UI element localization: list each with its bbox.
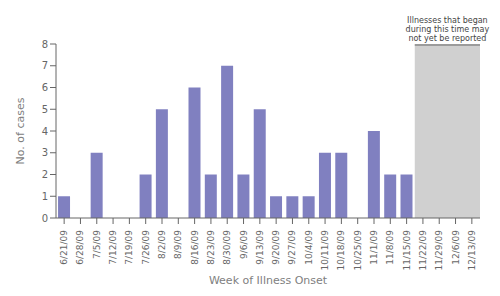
svg-text:6: 6 <box>42 82 48 93</box>
svg-text:9/6/09: 9/6/09 <box>239 230 249 259</box>
svg-text:7/12/09: 7/12/09 <box>108 230 118 265</box>
svg-text:8/2/09: 8/2/09 <box>157 230 167 259</box>
svg-text:11/8/09: 11/8/09 <box>385 230 395 265</box>
svg-text:10/25/09: 10/25/09 <box>353 230 363 271</box>
svg-text:7/5/09: 7/5/09 <box>92 230 102 259</box>
svg-text:No. of cases: No. of cases <box>14 97 27 164</box>
svg-text:12/13/09: 12/13/09 <box>467 230 477 271</box>
svg-text:7/26/09: 7/26/09 <box>141 230 151 265</box>
svg-text:6/28/09: 6/28/09 <box>75 230 85 265</box>
svg-text:10/4/09: 10/4/09 <box>304 230 314 265</box>
svg-text:6/21/09: 6/21/09 <box>59 230 69 265</box>
svg-text:11/1/09: 11/1/09 <box>369 230 379 265</box>
svg-text:Illnesses that beganduring thi: Illnesses that beganduring this time may… <box>406 16 490 43</box>
svg-text:8/16/09: 8/16/09 <box>190 230 200 265</box>
svg-text:10/18/09: 10/18/09 <box>336 230 346 271</box>
svg-text:8/9/09: 8/9/09 <box>173 230 183 259</box>
svg-text:8/23/09: 8/23/09 <box>206 230 216 265</box>
svg-text:7: 7 <box>42 60 48 71</box>
svg-text:4: 4 <box>42 126 48 137</box>
svg-text:9/13/09: 9/13/09 <box>255 230 265 265</box>
svg-text:5: 5 <box>42 104 48 115</box>
svg-text:8/30/09: 8/30/09 <box>222 230 232 265</box>
svg-text:8: 8 <box>42 39 48 50</box>
svg-text:7/19/09: 7/19/09 <box>124 230 134 265</box>
svg-text:3: 3 <box>42 147 48 158</box>
svg-text:11/29/09: 11/29/09 <box>434 230 444 271</box>
svg-text:12/6/09: 12/6/09 <box>451 230 461 265</box>
svg-text:11/15/09: 11/15/09 <box>402 230 412 271</box>
svg-text:11/22/09: 11/22/09 <box>418 230 428 271</box>
svg-text:1: 1 <box>42 191 48 202</box>
svg-text:0: 0 <box>42 213 48 224</box>
svg-text:Week of Illness Onset: Week of Illness Onset <box>209 274 328 287</box>
svg-text:10/11/09: 10/11/09 <box>320 230 330 271</box>
svg-text:2: 2 <box>42 169 48 180</box>
svg-text:9/20/09: 9/20/09 <box>271 230 281 265</box>
svg-text:9/27/09: 9/27/09 <box>287 230 297 265</box>
